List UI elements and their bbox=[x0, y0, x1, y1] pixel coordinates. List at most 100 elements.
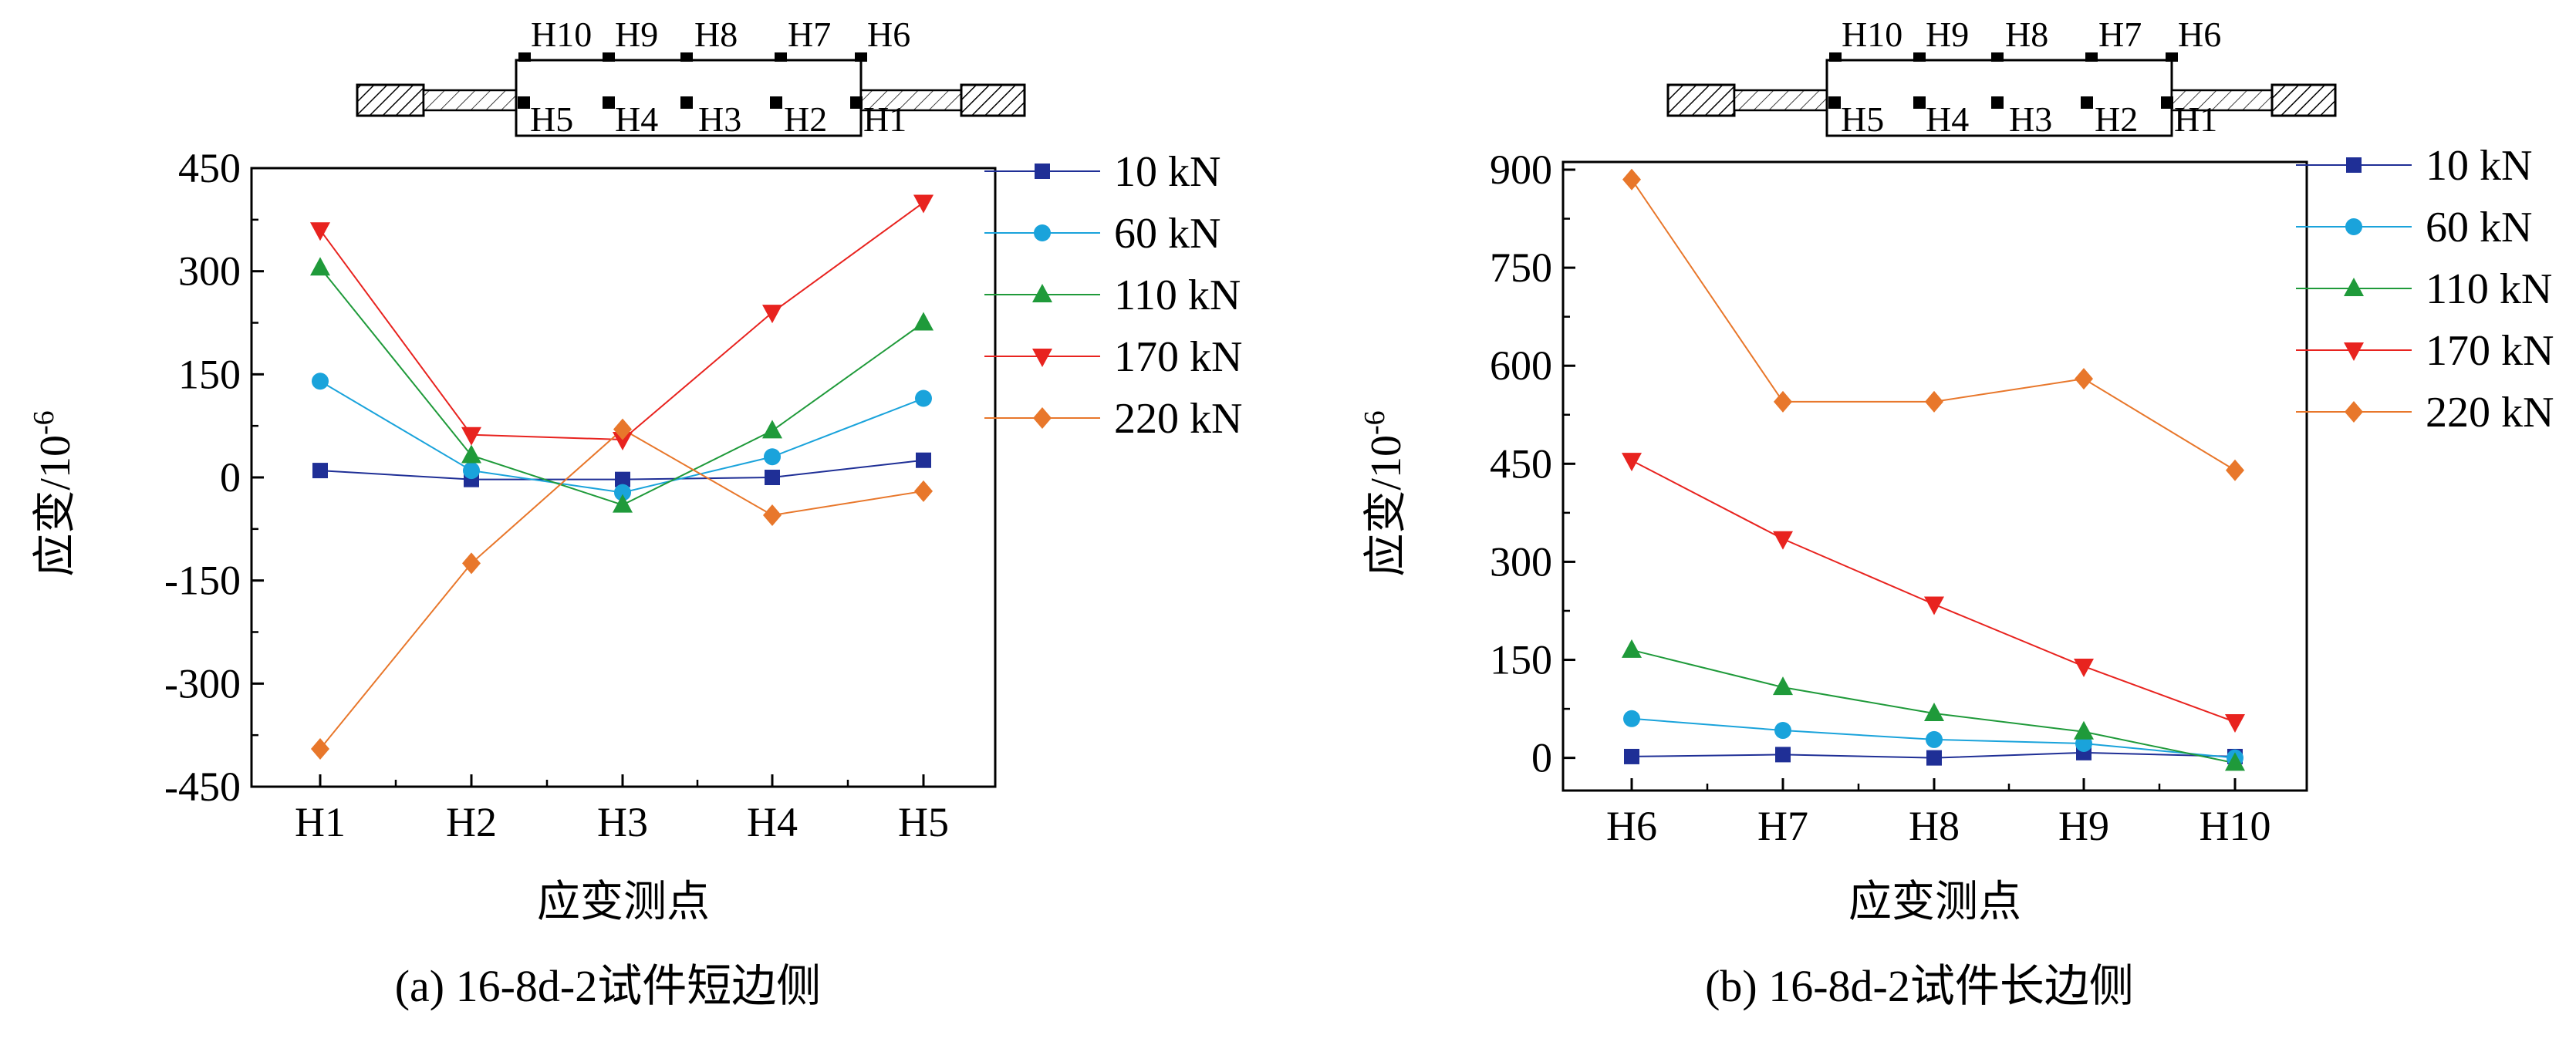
gauge-bottom-label: H2 bbox=[2095, 99, 2138, 139]
data-point bbox=[1773, 531, 1793, 550]
y-tick-label: 750 bbox=[1490, 244, 1552, 291]
plot-b: 900 750 600 450 300 150 0 H6 H7 H8 H9 H10 bbox=[1490, 147, 2308, 849]
legend-marker bbox=[1035, 164, 1050, 179]
data-point bbox=[915, 389, 932, 407]
legend-label: 60 kN bbox=[1114, 210, 1220, 258]
plot-frame-b bbox=[1561, 160, 2308, 792]
data-point bbox=[1924, 596, 1944, 615]
data-point bbox=[1775, 747, 1791, 763]
gauge-top-label: H10 bbox=[531, 15, 592, 54]
data-point bbox=[613, 431, 633, 450]
plot-frame-a bbox=[250, 167, 997, 788]
data-point bbox=[763, 504, 782, 527]
y-tick-label: 450 bbox=[1490, 440, 1552, 487]
rod-left bbox=[1733, 89, 1828, 112]
legend-label: 10 kN bbox=[2426, 142, 2532, 190]
gauge-top-label: H6 bbox=[2178, 15, 2221, 54]
gauge-top-label: H8 bbox=[694, 15, 738, 54]
gauge-top-label: H9 bbox=[615, 15, 658, 54]
gauge-bottom-label: H2 bbox=[784, 99, 827, 139]
legend-marker bbox=[2344, 278, 2364, 296]
y-tick-label: 150 bbox=[178, 351, 241, 397]
specimen-diagram-a: H10 H9 H8 H7 H6 H5 H4 H3 H2 H1 bbox=[356, 15, 1026, 139]
gauge-bottom-label: H4 bbox=[615, 99, 658, 139]
y-axis-title-a: 应变/10-6 bbox=[28, 410, 79, 576]
caption-a: (a) 16-8d-2试件短边侧 bbox=[395, 961, 822, 1011]
legend-marker bbox=[1033, 407, 1052, 429]
data-point bbox=[2225, 752, 2245, 771]
x-tick-label: H3 bbox=[597, 799, 648, 845]
legend-label: 170 kN bbox=[2426, 327, 2554, 375]
data-point bbox=[1622, 639, 1642, 658]
series-line bbox=[319, 267, 924, 506]
legend-b: 10 kN 60 kN 110 kN 170 kN 220 kN bbox=[2296, 142, 2554, 437]
data-point bbox=[1925, 390, 1943, 413]
legend-marker bbox=[1032, 284, 1052, 302]
x-tick-label: H10 bbox=[2200, 803, 2271, 849]
gauge-bottom-label: H1 bbox=[2174, 99, 2217, 139]
legend-label: 220 kN bbox=[1114, 395, 1242, 443]
y-tick-label: 900 bbox=[1490, 147, 1552, 193]
legend-marker bbox=[2344, 342, 2364, 361]
gauge-bottom-label: H3 bbox=[2009, 99, 2052, 139]
legend-marker bbox=[1034, 224, 1051, 241]
x-tick-label: H6 bbox=[1606, 803, 1657, 849]
data-point bbox=[312, 463, 328, 479]
y-tick-label: 150 bbox=[1490, 637, 1552, 683]
y-tick-label: -450 bbox=[164, 764, 241, 810]
gauge-top-label: H6 bbox=[867, 15, 910, 54]
data-point bbox=[1622, 453, 1642, 472]
gauge-bottom-label: H3 bbox=[698, 99, 741, 139]
data-point bbox=[913, 312, 934, 331]
data-point bbox=[1926, 750, 1942, 766]
rod-left bbox=[422, 89, 518, 112]
data-point bbox=[765, 470, 780, 485]
x-axis-title-a: 应变测点 bbox=[537, 878, 710, 926]
y-tick-label: -300 bbox=[164, 660, 241, 706]
legend-label: 220 kN bbox=[2426, 389, 2554, 437]
legend-marker bbox=[2346, 157, 2362, 173]
data-point bbox=[2225, 714, 2245, 733]
data-point bbox=[615, 471, 630, 487]
gauge-markers-a bbox=[518, 52, 867, 109]
anchor-left-block bbox=[356, 83, 425, 117]
gauge-bottom-label: H1 bbox=[863, 99, 906, 139]
data-point bbox=[1624, 748, 1639, 764]
gauge-markers-b bbox=[1828, 52, 2178, 109]
data-point bbox=[461, 427, 481, 446]
chart-a: H10 H9 H8 H7 H6 H5 H4 H3 H2 H1 450300150… bbox=[28, 15, 1242, 1011]
y-axis-ticks-a: 450 300 150 0 -150 -300 -450 H1 H2 H3 H4 H5 bbox=[164, 145, 949, 845]
gauge-top-label: H10 bbox=[1842, 15, 1902, 54]
y-tick-label: 300 bbox=[1490, 538, 1552, 585]
data-point bbox=[310, 222, 330, 241]
data-point bbox=[312, 373, 329, 390]
data-point bbox=[1926, 730, 1943, 748]
anchor-right-block bbox=[2270, 83, 2337, 117]
data-point bbox=[462, 552, 481, 575]
data-point bbox=[1774, 722, 1791, 740]
data-point bbox=[1622, 168, 1641, 191]
data-point bbox=[1774, 390, 1792, 413]
data-point bbox=[1623, 710, 1640, 727]
data-point bbox=[2074, 720, 2094, 740]
x-tick-label: H7 bbox=[1757, 803, 1808, 849]
data-point bbox=[762, 420, 782, 439]
legend-a: 10 kN 60 kN 110 kN 170 kN 220 kN bbox=[984, 148, 1242, 443]
caption-b: (b) 16-8d-2试件长边侧 bbox=[1705, 961, 2134, 1011]
gauge-top-label: H9 bbox=[1926, 15, 1969, 54]
y-axis-title-b: 应变/10-6 bbox=[1359, 410, 1410, 576]
y-tick-label: 450 bbox=[178, 145, 241, 191]
data-point bbox=[762, 305, 782, 324]
y-tick-label: 0 bbox=[220, 454, 241, 501]
chart-b: H10 H9 H8 H7 H6 H5 H4 H3 H2 H1 900 750 600… bbox=[1359, 15, 2554, 1011]
data-point bbox=[2226, 459, 2244, 481]
y-tick-label: -150 bbox=[164, 558, 241, 604]
data-point bbox=[764, 448, 781, 466]
gauge-top-label: H8 bbox=[2005, 15, 2048, 54]
data-point bbox=[2074, 659, 2094, 677]
y-tick-label: 600 bbox=[1490, 342, 1552, 389]
x-axis-title-b: 应变测点 bbox=[1848, 878, 2021, 926]
data-point bbox=[2075, 368, 2093, 390]
series-line bbox=[1631, 460, 2236, 723]
specimen-diagram-b: H10 H9 H8 H7 H6 H5 H4 H3 H2 H1 bbox=[1666, 15, 2337, 139]
